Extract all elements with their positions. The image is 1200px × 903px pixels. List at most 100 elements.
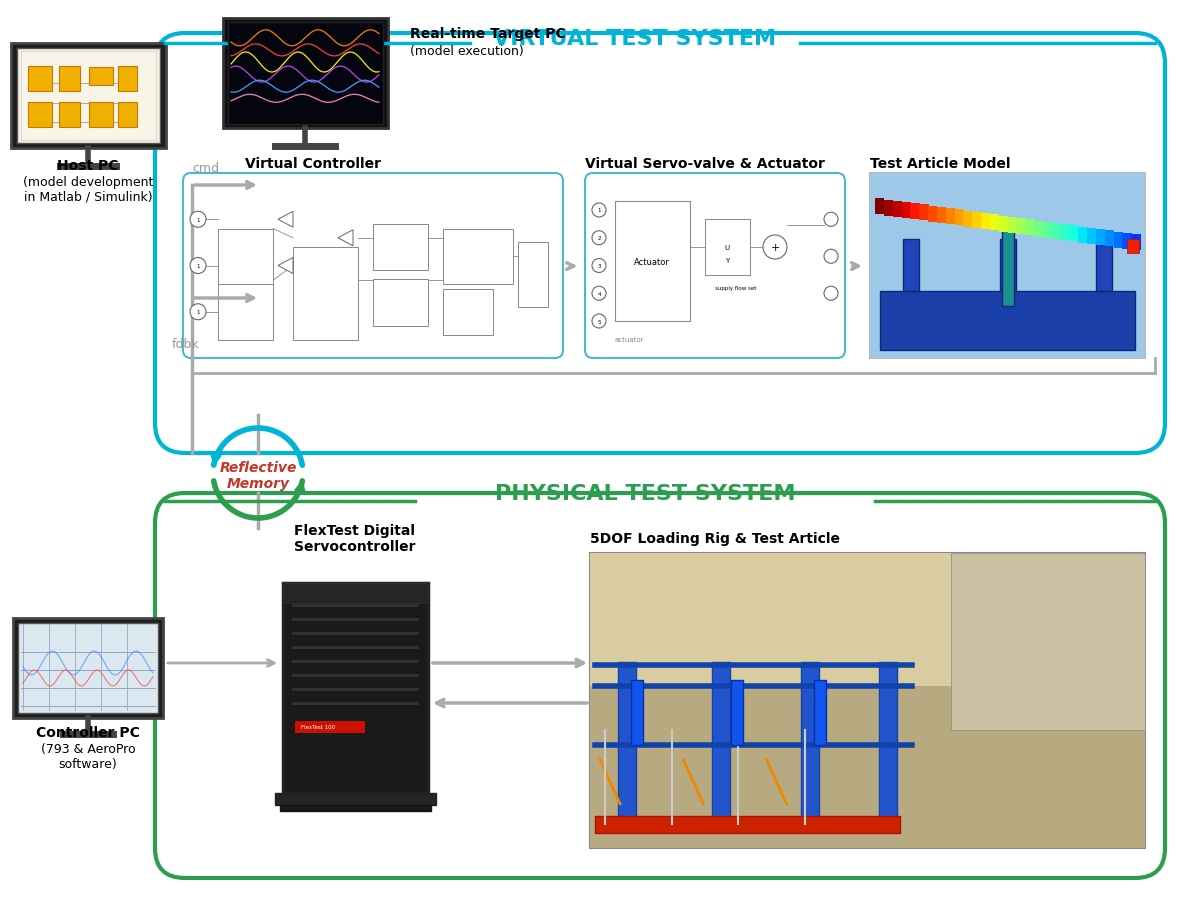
Bar bbox=[893, 201, 902, 218]
Bar bbox=[11, 44, 166, 149]
Bar bbox=[373, 280, 428, 326]
Bar bbox=[59, 67, 80, 92]
Bar bbox=[1096, 239, 1111, 292]
Text: +: + bbox=[770, 243, 780, 253]
Bar bbox=[950, 554, 1145, 731]
Bar bbox=[28, 103, 52, 127]
Bar bbox=[1061, 225, 1070, 241]
Bar bbox=[13, 619, 163, 718]
Circle shape bbox=[592, 204, 606, 218]
Text: Host PC: Host PC bbox=[58, 159, 119, 172]
Text: VIRTUAL TEST SYSTEM: VIRTUAL TEST SYSTEM bbox=[493, 29, 776, 49]
Bar bbox=[1122, 234, 1132, 249]
Bar bbox=[616, 201, 690, 321]
Text: 4: 4 bbox=[598, 292, 601, 296]
Bar bbox=[1034, 221, 1043, 237]
Circle shape bbox=[190, 304, 206, 321]
Bar bbox=[937, 208, 946, 224]
Bar bbox=[875, 199, 884, 215]
Bar bbox=[295, 721, 365, 733]
Bar bbox=[954, 210, 964, 226]
Circle shape bbox=[592, 259, 606, 274]
Polygon shape bbox=[278, 258, 293, 275]
Bar bbox=[870, 173, 1145, 358]
Bar bbox=[998, 217, 1008, 232]
Bar bbox=[275, 793, 436, 805]
Bar bbox=[618, 663, 636, 824]
Bar bbox=[904, 239, 919, 292]
Bar bbox=[870, 173, 1145, 358]
Bar bbox=[1025, 220, 1034, 236]
Text: Reflective: Reflective bbox=[220, 461, 296, 474]
Bar bbox=[880, 292, 1135, 350]
Text: U: U bbox=[725, 245, 730, 251]
Text: PHYSICAL TEST SYSTEM: PHYSICAL TEST SYSTEM bbox=[494, 483, 796, 504]
Bar bbox=[1069, 226, 1079, 242]
Bar bbox=[800, 663, 818, 824]
Bar bbox=[712, 663, 730, 824]
Bar bbox=[1051, 224, 1061, 239]
Text: supply flow set: supply flow set bbox=[715, 286, 756, 291]
Bar bbox=[218, 284, 274, 340]
Bar bbox=[1000, 239, 1015, 292]
Bar bbox=[28, 67, 52, 92]
Text: 1: 1 bbox=[197, 264, 199, 269]
Text: actuator: actuator bbox=[616, 337, 644, 343]
Circle shape bbox=[190, 258, 206, 275]
Circle shape bbox=[824, 287, 838, 301]
Text: Memory: Memory bbox=[227, 477, 289, 490]
Circle shape bbox=[592, 287, 606, 301]
Bar bbox=[590, 554, 1145, 848]
Bar bbox=[223, 19, 388, 129]
Bar bbox=[1078, 228, 1087, 244]
Bar bbox=[631, 680, 643, 745]
Bar bbox=[590, 554, 1145, 686]
Circle shape bbox=[824, 250, 838, 264]
Bar bbox=[964, 211, 973, 228]
Bar bbox=[878, 663, 896, 824]
Bar bbox=[919, 205, 929, 221]
Circle shape bbox=[824, 213, 838, 227]
Text: (model execution): (model execution) bbox=[410, 45, 523, 59]
Bar bbox=[1087, 228, 1097, 245]
Bar bbox=[1043, 222, 1052, 238]
Bar bbox=[228, 23, 383, 125]
Bar bbox=[89, 103, 113, 127]
Text: (793 & AeroPro
software): (793 & AeroPro software) bbox=[41, 742, 136, 770]
Bar bbox=[373, 225, 428, 271]
Bar bbox=[22, 52, 156, 141]
Polygon shape bbox=[338, 230, 353, 247]
FancyBboxPatch shape bbox=[182, 173, 563, 358]
Bar bbox=[590, 554, 1145, 848]
Bar bbox=[1008, 218, 1016, 234]
Bar bbox=[1127, 239, 1139, 253]
Bar bbox=[118, 67, 137, 92]
Text: (model development
in Matlab / Simulink): (model development in Matlab / Simulink) bbox=[23, 176, 154, 204]
Bar bbox=[928, 207, 937, 222]
Bar bbox=[293, 247, 358, 340]
Bar bbox=[443, 229, 514, 284]
Text: Real-time Target PC: Real-time Target PC bbox=[410, 27, 565, 41]
Bar bbox=[1002, 229, 1014, 307]
Text: Test Article Model: Test Article Model bbox=[870, 157, 1010, 171]
Text: 5: 5 bbox=[598, 319, 601, 324]
Text: 1: 1 bbox=[598, 209, 601, 213]
Text: 1: 1 bbox=[197, 218, 199, 222]
Bar bbox=[89, 68, 113, 86]
Circle shape bbox=[592, 314, 606, 329]
Bar bbox=[280, 805, 431, 811]
Bar bbox=[283, 583, 428, 793]
Bar bbox=[946, 209, 955, 225]
Bar bbox=[706, 220, 750, 275]
FancyBboxPatch shape bbox=[586, 173, 845, 358]
Bar bbox=[17, 49, 160, 144]
Text: fdbk: fdbk bbox=[172, 337, 199, 350]
Bar bbox=[972, 212, 982, 228]
Text: Virtual Controller: Virtual Controller bbox=[245, 157, 382, 171]
Bar bbox=[443, 289, 493, 336]
Text: cmd: cmd bbox=[192, 163, 220, 175]
Bar bbox=[1105, 231, 1114, 247]
Bar bbox=[218, 229, 274, 284]
Bar bbox=[884, 200, 893, 217]
Bar bbox=[911, 204, 919, 220]
